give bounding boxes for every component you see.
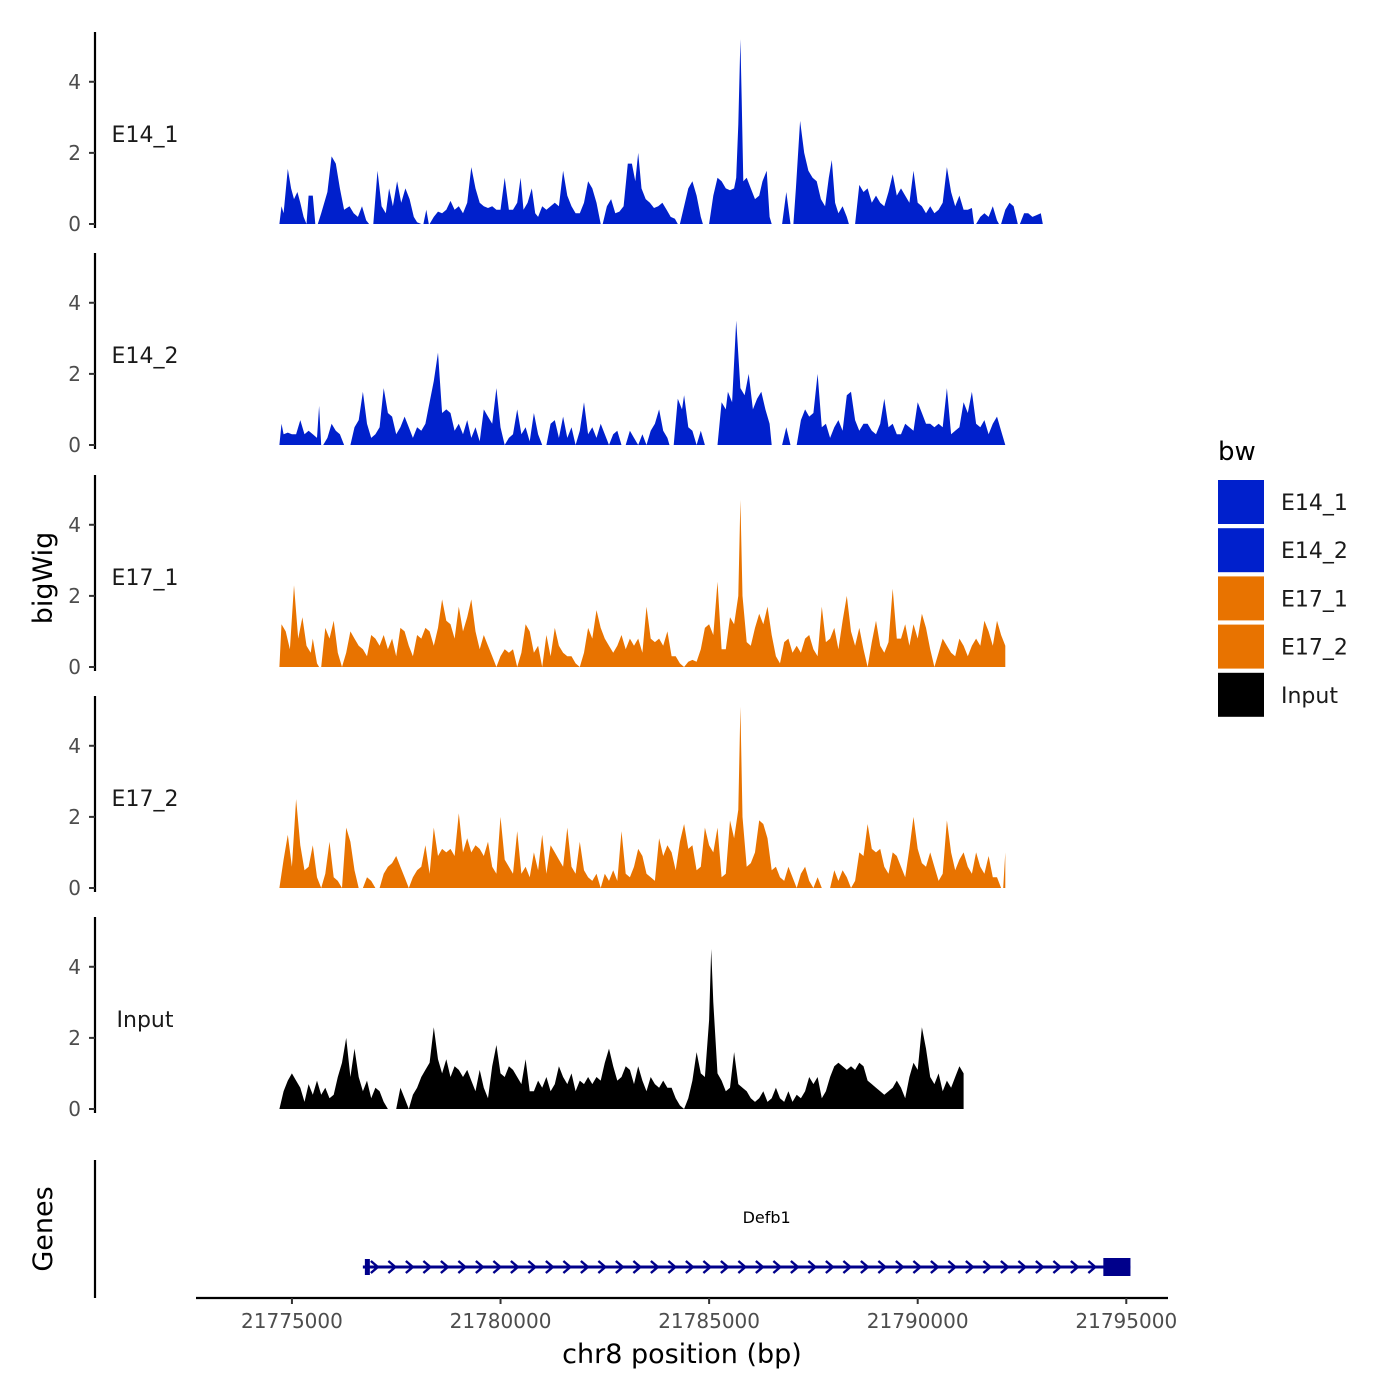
legend-label-E17_2: E17_2 (1281, 636, 1348, 661)
x-tick-label: 21780000 (450, 1309, 552, 1333)
strand-arrow (527, 1260, 538, 1274)
strand-arrow (860, 1260, 870, 1274)
strand-arrow (580, 1260, 590, 1274)
strand-arrow (1070, 1260, 1080, 1274)
legend-swatch-E17_1 (1218, 576, 1264, 621)
track-label-E14_2: E14_2 (112, 344, 179, 369)
strand-arrow (632, 1260, 643, 1274)
y-axis-title: bigWig (28, 532, 59, 625)
strand-arrow (685, 1260, 695, 1274)
track-label-Input: Input (117, 1008, 174, 1033)
x-tick-label: 21785000 (658, 1309, 760, 1333)
strand-arrow (405, 1260, 415, 1274)
strand-arrow (720, 1260, 730, 1274)
coverage-area-E14_2 (279, 320, 1006, 445)
y-tick-label: 0 (68, 1097, 81, 1121)
genes-panel-label: Genes (28, 1186, 59, 1271)
y-tick-label: 2 (68, 1026, 81, 1050)
legend-swatch-E14_1 (1218, 480, 1264, 524)
strand-arrow (545, 1260, 555, 1274)
strand-arrow (912, 1260, 923, 1274)
strand-arrow (702, 1260, 713, 1274)
y-tick-label: 2 (68, 141, 81, 165)
strand-arrow (807, 1260, 818, 1274)
legend-title: bw (1218, 437, 1256, 467)
coverage-area-E17_2 (279, 706, 1006, 888)
strand-arrow (1035, 1260, 1045, 1274)
legend-swatch-E14_2 (1218, 528, 1264, 573)
track-label-E14_1: E14_1 (112, 123, 179, 148)
strand-arrow (597, 1260, 608, 1274)
track-label-E17_2: E17_2 (112, 787, 179, 812)
gene-start-exon (364, 1259, 370, 1275)
legend-label-E14_1: E14_1 (1281, 491, 1348, 516)
y-tick-label: 4 (68, 955, 81, 979)
strand-arrow (422, 1260, 433, 1274)
x-tick-label: 21775000 (241, 1309, 343, 1333)
strand-arrow (475, 1260, 485, 1274)
strand-arrow (930, 1260, 940, 1274)
gene-label-Defb1: Defb1 (743, 1208, 791, 1227)
strand-arrow (1087, 1260, 1098, 1274)
strand-arrow (825, 1260, 835, 1274)
x-tick-label: 21790000 (867, 1309, 969, 1333)
strand-arrow (842, 1260, 853, 1274)
strand-arrow (965, 1260, 975, 1274)
coverage-area-Input (279, 949, 964, 1109)
y-tick-label: 2 (68, 362, 81, 386)
y-tick-label: 0 (68, 433, 81, 457)
strand-arrow (615, 1260, 625, 1274)
y-tick-label: 0 (68, 212, 81, 236)
strand-arrow (1000, 1260, 1010, 1274)
strand-arrow (790, 1260, 800, 1274)
strand-arrow (737, 1260, 748, 1274)
legend-label-Input: Input (1281, 684, 1338, 709)
strand-arrow (1017, 1260, 1028, 1274)
strand-arrow (492, 1260, 503, 1274)
y-tick-label: 0 (68, 655, 81, 679)
strand-arrow (947, 1260, 958, 1274)
y-tick-label: 4 (68, 513, 81, 537)
x-tick-label: 21795000 (1075, 1309, 1177, 1333)
strand-arrow (895, 1260, 905, 1274)
strand-arrow (387, 1260, 398, 1274)
strand-arrow (440, 1260, 450, 1274)
gene-exon-box (1103, 1258, 1131, 1276)
x-axis-title: chr8 position (bp) (562, 1339, 802, 1370)
y-tick-label: 4 (68, 70, 81, 94)
legend-swatch-E17_2 (1218, 624, 1264, 669)
strand-arrow (877, 1260, 888, 1274)
legend-swatch-Input (1218, 672, 1264, 717)
track-label-E17_1: E17_1 (112, 566, 179, 591)
strand-arrow (772, 1260, 783, 1274)
strand-arrow (562, 1260, 573, 1274)
y-tick-label: 2 (68, 584, 81, 608)
y-tick-label: 2 (68, 805, 81, 829)
strand-arrow (650, 1260, 660, 1274)
y-tick-label: 4 (68, 734, 81, 758)
strand-arrow (457, 1260, 468, 1274)
coverage-area-E17_1 (279, 499, 1006, 667)
strand-arrow (510, 1260, 520, 1274)
y-tick-label: 4 (68, 291, 81, 315)
legend-label-E14_2: E14_2 (1281, 539, 1348, 564)
strand-arrow (982, 1260, 993, 1274)
y-tick-label: 0 (68, 876, 81, 900)
strand-arrow (667, 1260, 678, 1274)
strand-arrow (370, 1260, 380, 1274)
legend-label-E17_1: E17_1 (1281, 587, 1348, 612)
coverage-area-E14_1 (279, 39, 1043, 224)
strand-arrow (1052, 1260, 1063, 1274)
strand-arrow (755, 1260, 765, 1274)
